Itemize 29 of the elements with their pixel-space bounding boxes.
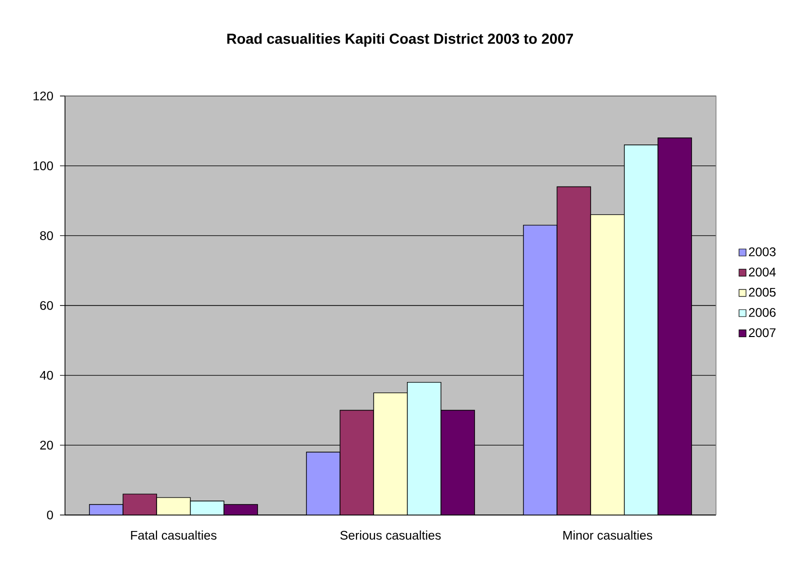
chart-title: Road casualities Kapiti Coast District 2003 to 2007 [227, 33, 573, 47]
legend-label: 2006 [748, 308, 776, 317]
bar [373, 392, 408, 515]
legend-label: 2007 [748, 328, 776, 338]
y-tick-label: 80 [40, 231, 53, 240]
y-tick-label: 40 [40, 370, 53, 380]
bar [523, 224, 558, 515]
y-tick-label: 120 [34, 92, 53, 100]
y-tick-label: 20 [40, 440, 53, 450]
bar [590, 214, 625, 515]
bar [190, 501, 224, 515]
bar [658, 138, 692, 515]
x-tick-label: Fatal casualties [131, 530, 216, 540]
y-tick-label: 100 [34, 161, 53, 170]
legend-label: 2003 [748, 247, 776, 256]
x-tick-label: Serious casualties [340, 530, 441, 540]
legend-label: 2005 [748, 288, 776, 297]
bar [156, 497, 191, 515]
bar [440, 410, 475, 515]
bar [406, 382, 442, 515]
bar [624, 144, 658, 515]
x-tick-label: Minor casualties [563, 530, 652, 540]
y-tick-label: 60 [40, 301, 53, 310]
bar [306, 452, 340, 515]
bar [556, 186, 592, 515]
legend-label: 2004 [748, 268, 776, 276]
bar [340, 410, 374, 515]
y-tick-label: 0 [47, 510, 53, 520]
bar [122, 494, 158, 515]
